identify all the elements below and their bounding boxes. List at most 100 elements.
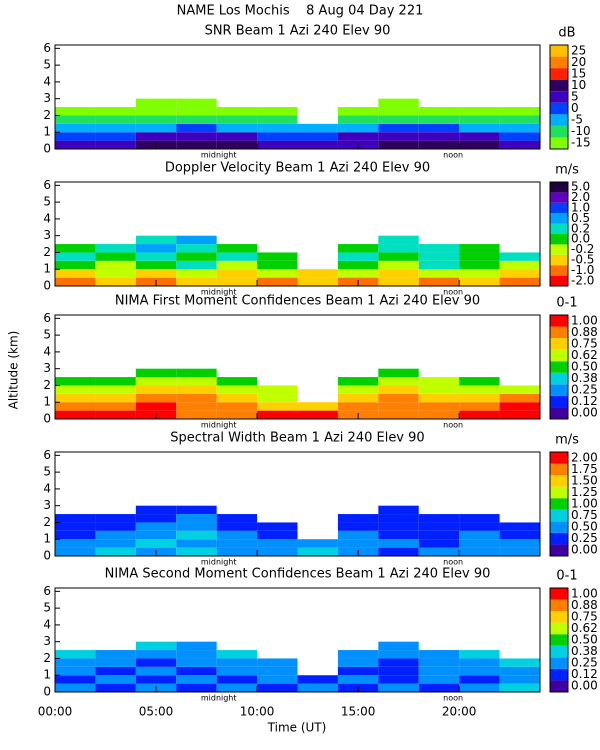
colorbar-label: -2.0 [571,273,594,287]
heat-cell [337,675,379,684]
y-tick-label: 3 [43,228,51,242]
colorbar-swatch [550,223,568,234]
colorbar-swatch [550,182,568,193]
y-tick-label: 0 [43,549,51,563]
heat-cell [337,260,379,270]
heat-cell [257,277,298,286]
colorbar-label: 2.00 [571,450,598,464]
colorbar-frame [549,314,569,420]
heat-cell [176,641,217,651]
y-tick-label: 6 [43,311,51,325]
heat-cell [459,514,500,523]
y-tick-label: 0 [43,685,51,699]
heat-cell [55,522,96,531]
heat-cell [499,123,540,133]
heat-cell [337,658,379,667]
heat-cell [378,505,419,515]
heat-cell [257,410,298,419]
heat-cell [216,514,258,523]
y-tick-label: 0 [43,279,51,293]
heat-cell [135,269,177,278]
colorbar-label: 1.0 [571,201,590,215]
heat-cell [459,140,500,149]
heat-cell [55,269,96,278]
colorbar-unit: 0-1 [556,296,577,311]
heat-cell [499,675,540,684]
heat-cell [378,675,419,684]
heat-cell [499,260,540,270]
plot-frame [54,44,541,150]
y-tick-label: 1 [43,262,51,276]
colorbar-label: 0.75 [571,508,598,522]
y-tick-label: 1 [43,668,51,682]
colorbar-label: -5 [571,113,583,127]
y-tick-label: 2 [43,378,51,392]
heat-cell [55,539,96,548]
heat-cell [418,522,460,531]
heat-cell [418,539,460,548]
annotation: midnight [201,151,237,160]
y-tick-label: 1 [43,125,51,139]
colorbar-label: -0.2 [571,242,594,256]
colorbar-swatch [550,463,568,476]
colorbar-swatch [550,668,568,681]
y-tick-label: 4 [43,74,51,88]
heat-cell [55,393,96,403]
colorbar-label: 1.00 [571,313,598,327]
annotation: noon [443,151,463,160]
heat-cell [55,530,96,540]
heat-cell [216,658,258,667]
heat-cell [55,402,96,411]
heat-cell [418,650,460,659]
heat-cell [499,132,540,141]
colorbar-label: 20 [571,55,586,69]
heat-cell [216,244,258,253]
heat-cell [297,410,338,419]
heat-cell [297,269,338,278]
colorbar-label: 0.0 [571,232,590,246]
colorbar-label: 15 [571,66,586,80]
heat-cell [216,683,258,692]
heat-cell [176,547,217,556]
annotation: midnight [201,288,237,297]
heat-cell [418,252,460,261]
heat-cell [499,393,540,403]
colorbar-label: 0.5 [571,211,590,225]
heat-cell [257,522,298,531]
heat-cell [257,402,298,411]
heat-cell [418,402,460,411]
colorbar-swatch [550,384,568,396]
heat-cell [135,252,177,261]
panel-title: NIMA First Moment Confidences Beam 1 Azi… [115,294,480,309]
heat-cell [337,522,379,531]
x-tick-label: 10:00 [240,705,275,719]
heat-cell [378,277,419,286]
annotation: noon [443,558,463,567]
heat-cell [176,675,217,684]
heat-cell [216,107,258,116]
colorbar-swatch [550,452,568,464]
heat-cell [378,530,419,540]
heat-cell [216,115,258,124]
heat-cell [418,123,460,133]
heat-cell [95,377,136,386]
colorbar-frame [549,181,569,287]
colorbar-label: 0.50 [571,633,598,647]
heat-cell [378,666,419,676]
heat-cell [95,244,136,253]
heat-cell [378,539,419,548]
heat-cell [176,244,217,253]
heat-cell [378,244,419,253]
heat-cell [55,115,96,124]
colorbar-swatch [550,395,568,408]
colorbar-label: 0.38 [571,644,598,658]
colorbar-swatch [550,532,568,545]
colorbar-swatch [550,275,568,286]
heat-cell [176,115,217,124]
heat-cell [459,385,500,394]
heat-cell [378,402,419,411]
heat-cell [135,522,177,531]
heat-cell [459,260,500,270]
heat-cell [55,140,96,149]
heat-cell [418,107,460,116]
